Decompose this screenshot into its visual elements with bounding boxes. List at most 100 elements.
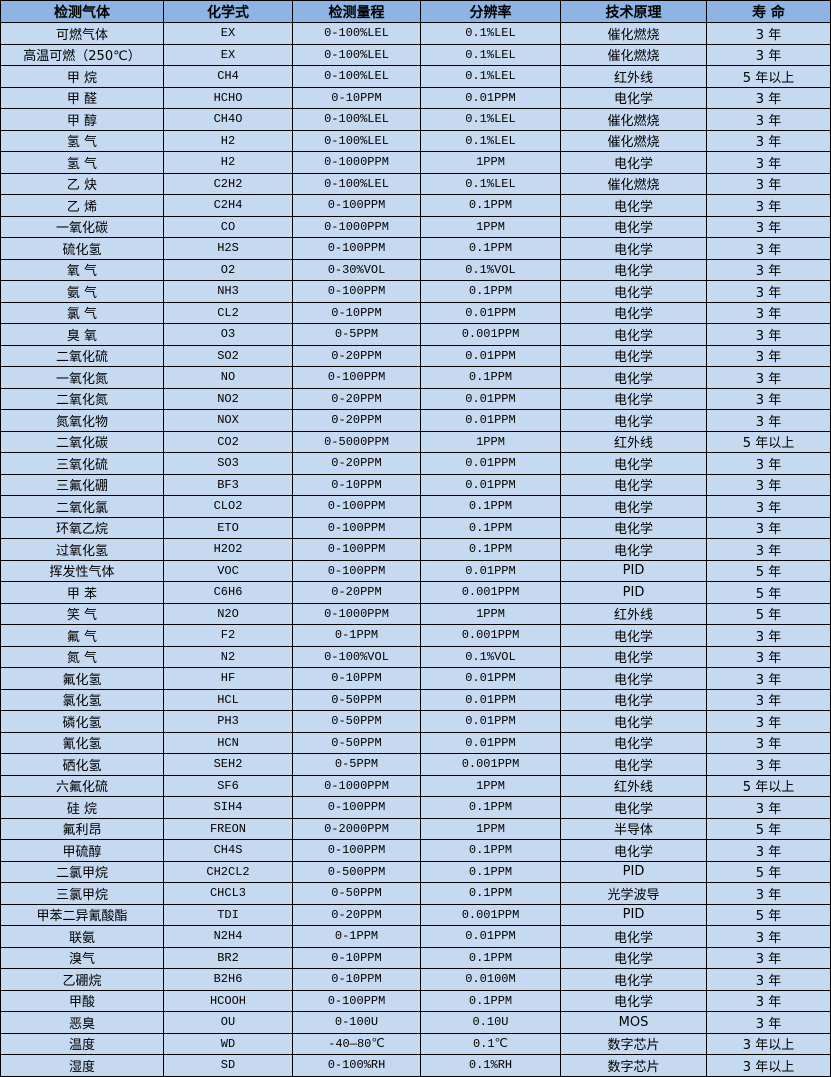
cell-lifespan: 3 年 bbox=[706, 258, 831, 281]
cell-range: 0-100%LEL bbox=[292, 22, 421, 45]
cell-resolution: 0.1PPM bbox=[420, 237, 561, 260]
cell-range: 0-1PPM bbox=[292, 925, 421, 948]
cell-range: 0-100PPM bbox=[292, 796, 421, 819]
cell-formula: H2 bbox=[163, 129, 293, 152]
cell-lifespan: 3 年 bbox=[706, 731, 831, 754]
cell-range: 0-10PPM bbox=[292, 301, 421, 324]
cell-principle: PID bbox=[560, 559, 707, 582]
cell-gas: 乙 烯 bbox=[0, 194, 164, 217]
cell-resolution: 0.01PPM bbox=[420, 710, 561, 733]
table-row: 氮 气 N2 0-100%VOL 0.1%VOL 电化学 3 年 bbox=[0, 645, 831, 668]
cell-gas: 硒化氢 bbox=[0, 753, 164, 776]
cell-lifespan: 5 年 bbox=[706, 903, 831, 926]
cell-lifespan: 3 年 bbox=[706, 280, 831, 303]
cell-principle: 电化学 bbox=[560, 280, 707, 303]
cell-gas: 氰化氢 bbox=[0, 731, 164, 754]
table-row: 甲 苯 C6H6 0-20PPM 0.001PPM PID 5 年 bbox=[0, 581, 831, 604]
cell-principle: 电化学 bbox=[560, 323, 707, 346]
cell-formula: C6H6 bbox=[163, 581, 293, 604]
cell-formula: NH3 bbox=[163, 280, 293, 303]
table-row: 氯 气 CL2 0-10PPM 0.01PPM 电化学 3 年 bbox=[0, 301, 831, 324]
cell-resolution: 0.001PPM bbox=[420, 624, 561, 647]
cell-principle: 电化学 bbox=[560, 946, 707, 969]
cell-range: 0-100PPM bbox=[292, 559, 421, 582]
cell-resolution: 0.001PPM bbox=[420, 753, 561, 776]
cell-formula: PH3 bbox=[163, 710, 293, 733]
cell-resolution: 0.1%VOL bbox=[420, 258, 561, 281]
cell-resolution: 1PPM bbox=[420, 215, 561, 238]
cell-resolution: 0.1PPM bbox=[420, 796, 561, 819]
cell-lifespan: 3 年 bbox=[706, 172, 831, 195]
cell-lifespan: 3 年 bbox=[706, 452, 831, 475]
cell-resolution: 0.1%LEL bbox=[420, 65, 561, 88]
cell-formula: C2H2 bbox=[163, 172, 293, 195]
cell-gas: 氮 气 bbox=[0, 645, 164, 668]
cell-range: 0-100PPM bbox=[292, 538, 421, 561]
table-row: 甲 醇 CH4O 0-100%LEL 0.1%LEL 催化燃烧 3 年 bbox=[0, 108, 831, 131]
cell-gas: 氢 气 bbox=[0, 151, 164, 174]
cell-principle: 红外线 bbox=[560, 774, 707, 797]
cell-resolution: 0.1%LEL bbox=[420, 172, 561, 195]
cell-range: 0-10PPM bbox=[292, 667, 421, 690]
cell-lifespan: 3 年以上 bbox=[706, 1032, 831, 1055]
table-row: 二氧化氯 CLO2 0-100PPM 0.1PPM 电化学 3 年 bbox=[0, 495, 831, 518]
cell-range: 0-100PPM bbox=[292, 280, 421, 303]
cell-principle: 催化燃烧 bbox=[560, 129, 707, 152]
cell-gas: 二氯甲烷 bbox=[0, 860, 164, 883]
cell-lifespan: 3 年 bbox=[706, 946, 831, 969]
cell-lifespan: 3 年 bbox=[706, 151, 831, 174]
cell-principle: 催化燃烧 bbox=[560, 172, 707, 195]
cell-principle: 电化学 bbox=[560, 667, 707, 690]
cell-gas: 二氧化氯 bbox=[0, 495, 164, 518]
cell-lifespan: 3 年 bbox=[706, 301, 831, 324]
cell-resolution: 0.1%VOL bbox=[420, 645, 561, 668]
cell-resolution: 0.01PPM bbox=[420, 452, 561, 475]
table-row: 高温可燃（250℃） EX 0-100%LEL 0.1%LEL 催化燃烧 3 年 bbox=[0, 43, 831, 66]
table-row: 乙 烯 C2H4 0-100PPM 0.1PPM 电化学 3 年 bbox=[0, 194, 831, 217]
cell-gas: 氯 气 bbox=[0, 301, 164, 324]
cell-lifespan: 3 年 bbox=[706, 516, 831, 539]
cell-gas: 溴气 bbox=[0, 946, 164, 969]
cell-lifespan: 3 年 bbox=[706, 925, 831, 948]
cell-principle: 电化学 bbox=[560, 989, 707, 1012]
cell-formula: NO2 bbox=[163, 387, 293, 410]
cell-formula: C2H4 bbox=[163, 194, 293, 217]
table-row: 甲硫醇 CH4S 0-100PPM 0.1PPM 电化学 3 年 bbox=[0, 839, 831, 862]
cell-principle: 电化学 bbox=[560, 925, 707, 948]
cell-gas: 湿度 bbox=[0, 1054, 164, 1077]
cell-formula: HCOOH bbox=[163, 989, 293, 1012]
cell-range: -40—80℃ bbox=[292, 1032, 421, 1055]
cell-formula: N2O bbox=[163, 602, 293, 625]
cell-principle: PID bbox=[560, 860, 707, 883]
table-row: 氢 气 H2 0-100%LEL 0.1%LEL 催化燃烧 3 年 bbox=[0, 129, 831, 152]
cell-range: 0-100PPM bbox=[292, 194, 421, 217]
cell-lifespan: 3 年 bbox=[706, 1011, 831, 1034]
cell-formula: BF3 bbox=[163, 473, 293, 496]
cell-range: 0-10PPM bbox=[292, 968, 421, 991]
cell-resolution: 0.01PPM bbox=[420, 409, 561, 432]
cell-lifespan: 5 年 bbox=[706, 860, 831, 883]
cell-formula: B2H6 bbox=[163, 968, 293, 991]
cell-principle: 红外线 bbox=[560, 430, 707, 453]
table-row: 温度 WD -40—80℃ 0.1℃ 数字芯片 3 年以上 bbox=[0, 1032, 831, 1055]
cell-gas: 三氟化硼 bbox=[0, 473, 164, 496]
cell-range: 0-100%LEL bbox=[292, 43, 421, 66]
cell-resolution: 0.0100M bbox=[420, 968, 561, 991]
cell-range: 0-20PPM bbox=[292, 581, 421, 604]
cell-gas: 环氧乙烷 bbox=[0, 516, 164, 539]
cell-resolution: 1PPM bbox=[420, 430, 561, 453]
table-row: 环氧乙烷 ETO 0-100PPM 0.1PPM 电化学 3 年 bbox=[0, 516, 831, 539]
cell-lifespan: 3 年 bbox=[706, 645, 831, 668]
cell-lifespan: 3 年 bbox=[706, 688, 831, 711]
table-row: 氟 气 F2 0-1PPM 0.001PPM 电化学 3 年 bbox=[0, 624, 831, 647]
cell-gas: 磷化氢 bbox=[0, 710, 164, 733]
table-row: 乙 炔 C2H2 0-100%LEL 0.1%LEL 催化燃烧 3 年 bbox=[0, 172, 831, 195]
cell-principle: 电化学 bbox=[560, 387, 707, 410]
cell-range: 0-100U bbox=[292, 1011, 421, 1034]
cell-resolution: 0.1PPM bbox=[420, 194, 561, 217]
cell-resolution: 0.1PPM bbox=[420, 989, 561, 1012]
table-row: 硅 烷 SIH4 0-100PPM 0.1PPM 电化学 3 年 bbox=[0, 796, 831, 819]
cell-principle: 催化燃烧 bbox=[560, 22, 707, 45]
cell-formula: F2 bbox=[163, 624, 293, 647]
cell-formula: NOX bbox=[163, 409, 293, 432]
